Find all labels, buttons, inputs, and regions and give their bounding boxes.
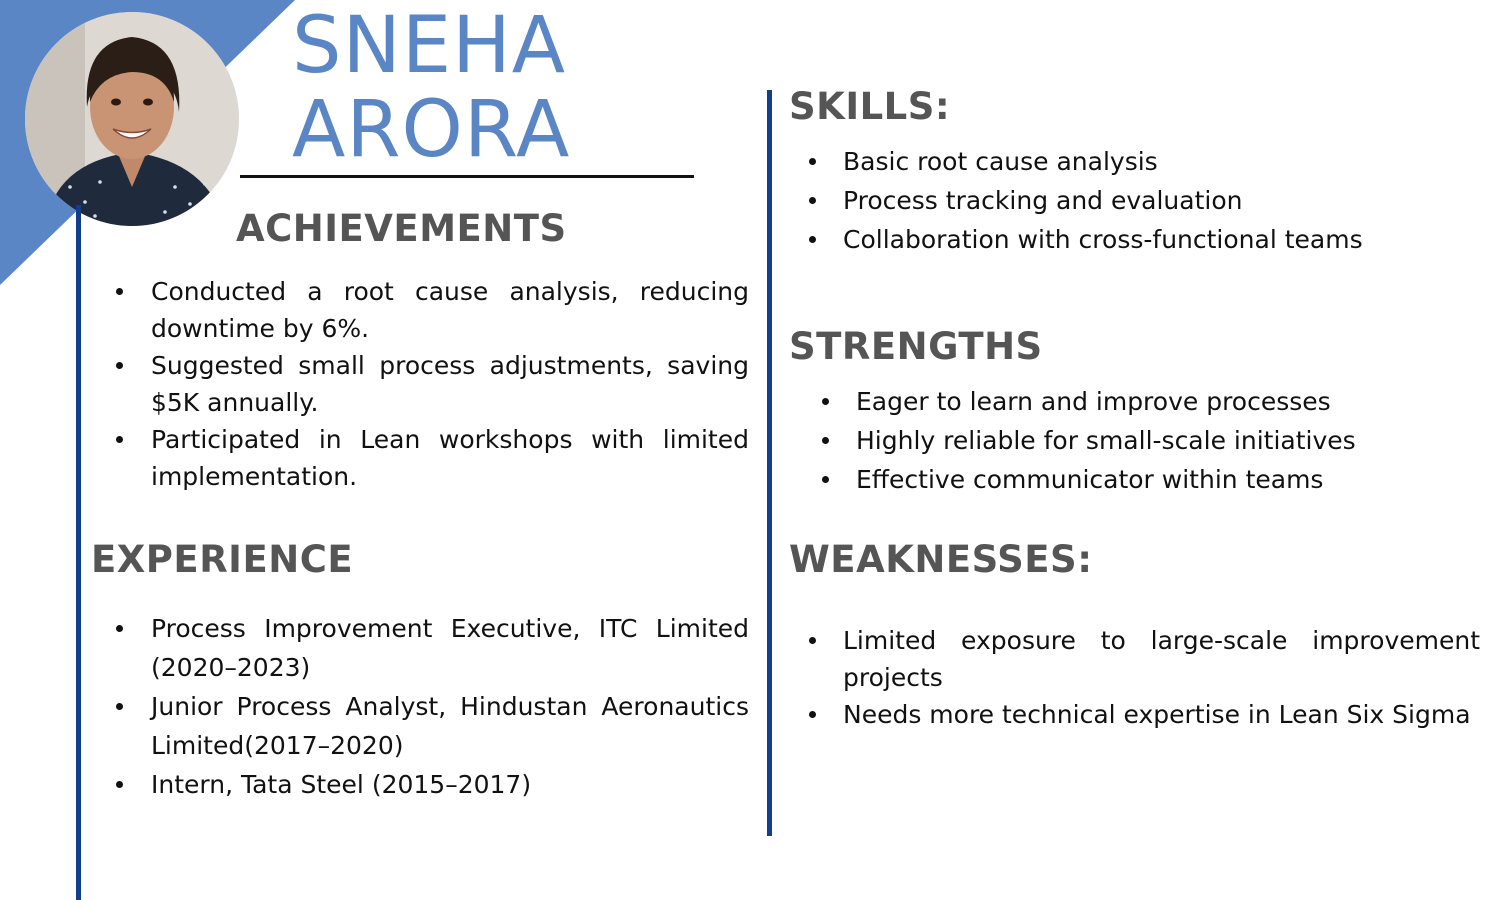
last-name: ARORA	[292, 85, 571, 175]
skills-heading: SKILLS:	[789, 85, 951, 128]
strengths-heading: STRENGTHS	[789, 325, 1043, 368]
weaknesses-heading: WEAKNESSES:	[789, 538, 1093, 581]
list-item: Suggested small process adjustments, sav…	[116, 347, 749, 421]
list-item: Needs more technical expertise in Lean S…	[809, 696, 1480, 733]
achievements-list: Conducted a root cause analysis, reducin…	[116, 273, 749, 495]
list-item: Conducted a root cause analysis, reducin…	[116, 273, 749, 347]
list-item: Junior Process Analyst, Hindustan Aerona…	[116, 687, 749, 765]
list-item: Collaboration with cross-functional team…	[809, 220, 1483, 259]
list-item: Limited exposure to large-scale improvem…	[809, 622, 1480, 696]
achievements-heading: ACHIEVEMENTS	[236, 207, 567, 250]
center-vertical-rule	[767, 90, 772, 836]
list-item: Basic root cause analysis	[809, 142, 1483, 181]
candidate-name: SNEHA ARORA	[292, 4, 570, 172]
name-underline	[240, 175, 694, 178]
strengths-list: Eager to learn and improve processes Hig…	[822, 382, 1486, 499]
list-item: Eager to learn and improve processes	[822, 382, 1486, 421]
first-name: SNEHA	[292, 1, 567, 91]
profile-photo	[25, 12, 239, 226]
experience-heading: EXPERIENCE	[91, 538, 354, 581]
list-item: Participated in Lean workshops with limi…	[116, 421, 749, 495]
experience-list: Process Improvement Executive, ITC Limit…	[116, 609, 749, 804]
weaknesses-list: Limited exposure to large-scale improvem…	[809, 622, 1480, 733]
list-item: Process tracking and evaluation	[809, 181, 1483, 220]
left-vertical-rule	[76, 205, 81, 900]
list-item: Intern, Tata Steel (2015–2017)	[116, 765, 749, 804]
skills-list: Basic root cause analysis Process tracki…	[809, 142, 1483, 259]
list-item: Process Improvement Executive, ITC Limit…	[116, 609, 749, 687]
list-item: Effective communicator within teams	[822, 460, 1486, 499]
list-item: Highly reliable for small-scale initiati…	[822, 421, 1486, 460]
